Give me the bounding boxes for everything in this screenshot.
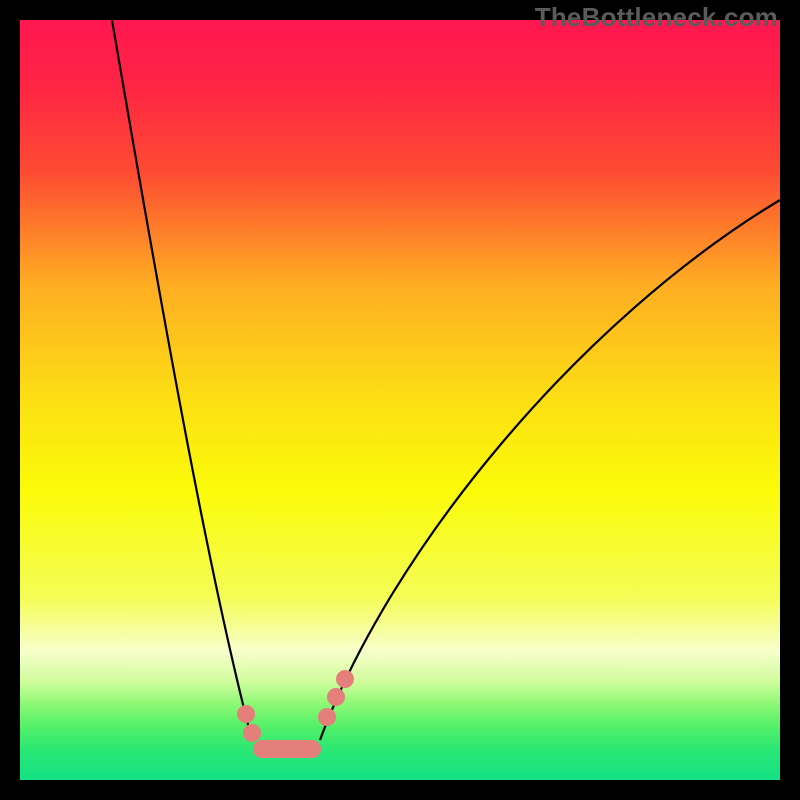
marker-dot xyxy=(336,670,354,688)
plot-area xyxy=(20,20,780,780)
marker-dot xyxy=(318,708,336,726)
watermark-text: TheBottleneck.com xyxy=(535,2,778,33)
marker-dot xyxy=(327,688,345,706)
marker-dot xyxy=(237,705,255,723)
marker-dot xyxy=(243,724,261,742)
plot-background xyxy=(20,20,780,780)
figure-frame: TheBottleneck.com xyxy=(0,0,800,800)
marker-bar xyxy=(253,740,321,758)
plot-svg xyxy=(0,0,800,800)
